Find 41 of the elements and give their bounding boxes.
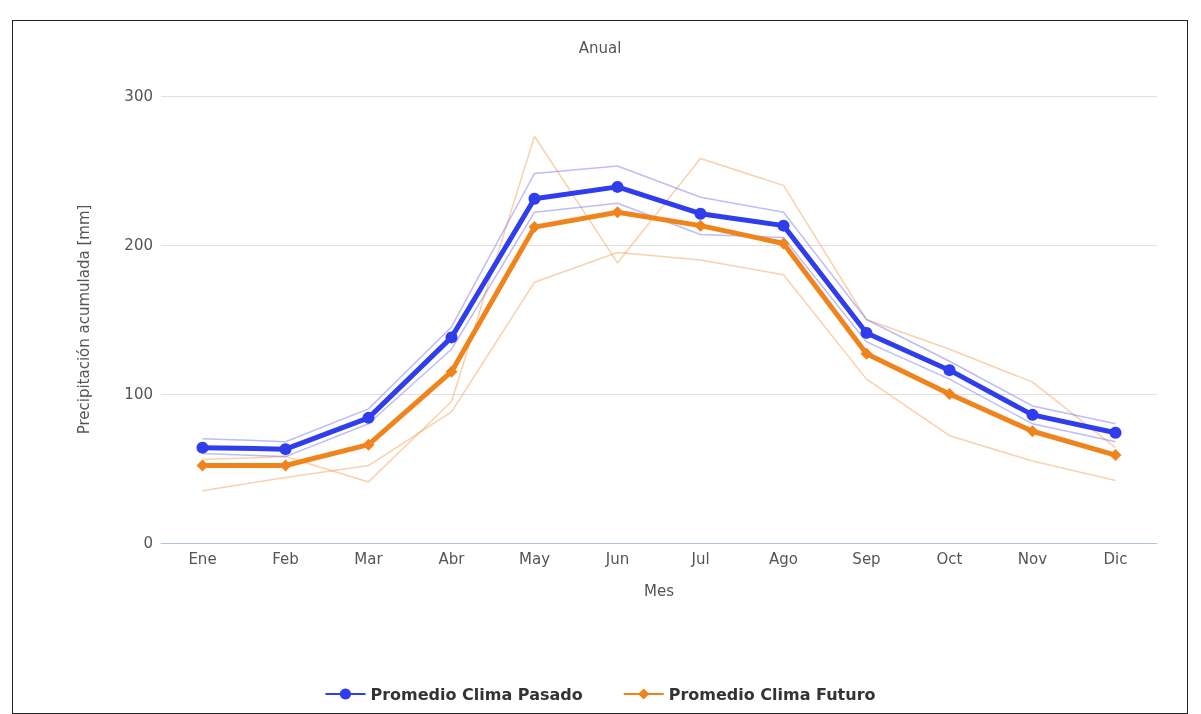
x-tick-label: Jun [604,549,630,568]
y-tick-label: 0 [143,534,153,552]
point [1109,426,1122,439]
y-axis-title: Precipitación acumulada [mm] [74,204,93,435]
point [1026,425,1039,438]
point [528,192,541,205]
x-tick-label: Feb [272,549,299,568]
point [860,347,873,360]
point [362,438,375,451]
point [1109,449,1122,462]
point [694,207,707,220]
legend-label: Promedio Clima Futuro [668,684,876,704]
y-tick-label: 300 [124,87,153,105]
point [943,388,956,400]
point [860,326,873,339]
y-tick-label: 200 [124,236,153,254]
y-tick-label: 100 [124,385,153,403]
point [279,443,292,456]
point [445,331,458,344]
x-tick-label: Oct [936,549,963,568]
point [777,219,790,232]
x-tick-label: Dic [1103,549,1128,568]
x-tick-label: Abr [438,549,466,568]
point [528,221,541,234]
point [943,364,956,377]
x-tick-label: May [518,549,551,568]
x-tick-label: Sep [852,549,881,568]
point [362,411,375,424]
point [694,219,707,232]
x-tick-label: Nov [1017,549,1048,568]
point [196,441,209,454]
x-tick-label: Ene [188,549,217,568]
point [1026,408,1039,421]
point [445,365,458,378]
x-tick-label: Mar [354,549,384,568]
chart-title: Anual [578,38,622,57]
x-axis-title: Mes [644,581,675,600]
legend-label: Promedio Clima Pasado [370,684,583,704]
point [611,180,624,193]
x-tick-label: Ago [769,549,798,568]
x-tick-label: Jul [690,549,710,568]
